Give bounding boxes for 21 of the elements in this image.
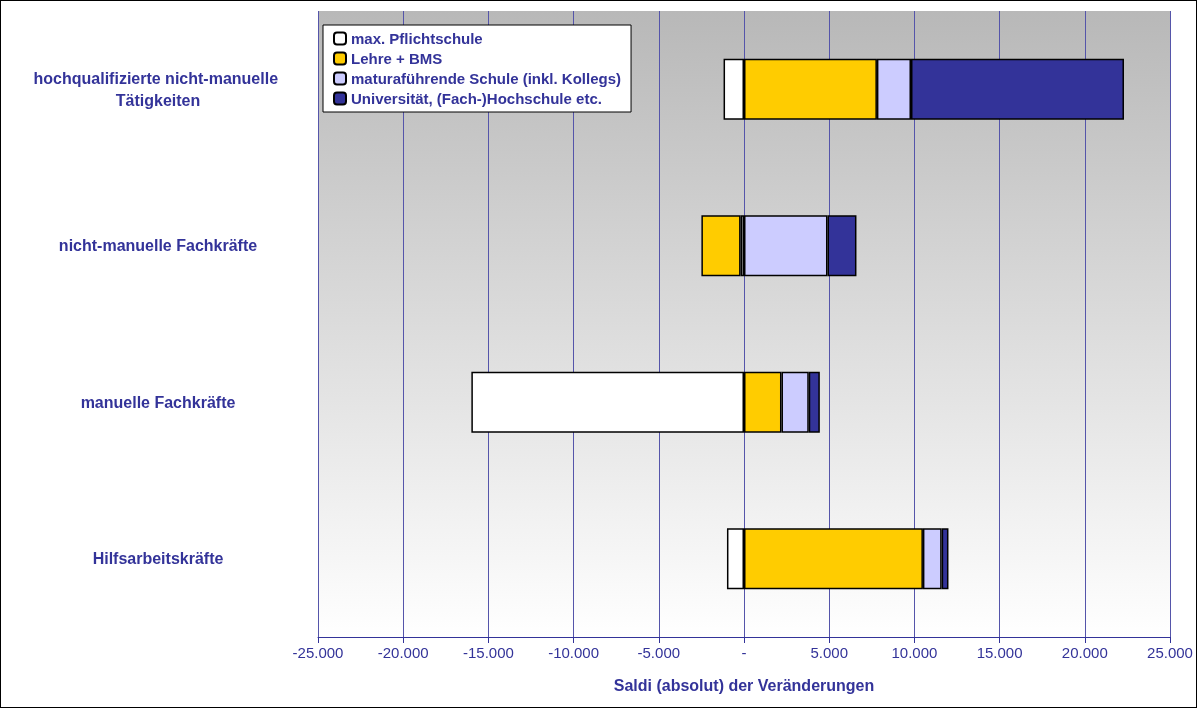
y-tick-label: Hilfsarbeitskräfte xyxy=(92,550,224,568)
x-tick-label: - xyxy=(741,644,747,661)
x-tick-label: -5.000 xyxy=(637,644,681,661)
x-tick-label: 25.000 xyxy=(1147,644,1193,661)
x-tick-label: 5.000 xyxy=(810,644,848,661)
legend-label: Lehre + BMS xyxy=(351,50,443,67)
x-tick-label: -10.000 xyxy=(548,644,600,661)
y-tick-label: nicht-manuelle Fachkräfte xyxy=(58,237,258,255)
x-tick-label: -25.000 xyxy=(292,644,344,661)
bar xyxy=(701,215,741,277)
x-tick-label: 20.000 xyxy=(1061,644,1108,661)
x-tick-label: 10.000 xyxy=(891,644,938,661)
legend-label: maturaführende Schule (inkl. Kollegs) xyxy=(351,70,622,87)
x-tick-label: -20.000 xyxy=(377,644,429,661)
y-tick-label: hochqualifizierte nicht-manuelle Tätigkeiten xyxy=(33,69,283,109)
x-tick-label: -15.000 xyxy=(462,644,514,661)
y-tick-label: manuelle Fachkräfte xyxy=(80,393,236,411)
legend-label: max. Pflichtschule xyxy=(351,30,483,47)
x-axis-title: Saldi (absolut) der Veränderungen xyxy=(613,676,875,694)
x-tick-label: 15.000 xyxy=(976,644,1023,661)
legend-label: Universität, (Fach-)Hochschule etc. xyxy=(351,90,602,107)
